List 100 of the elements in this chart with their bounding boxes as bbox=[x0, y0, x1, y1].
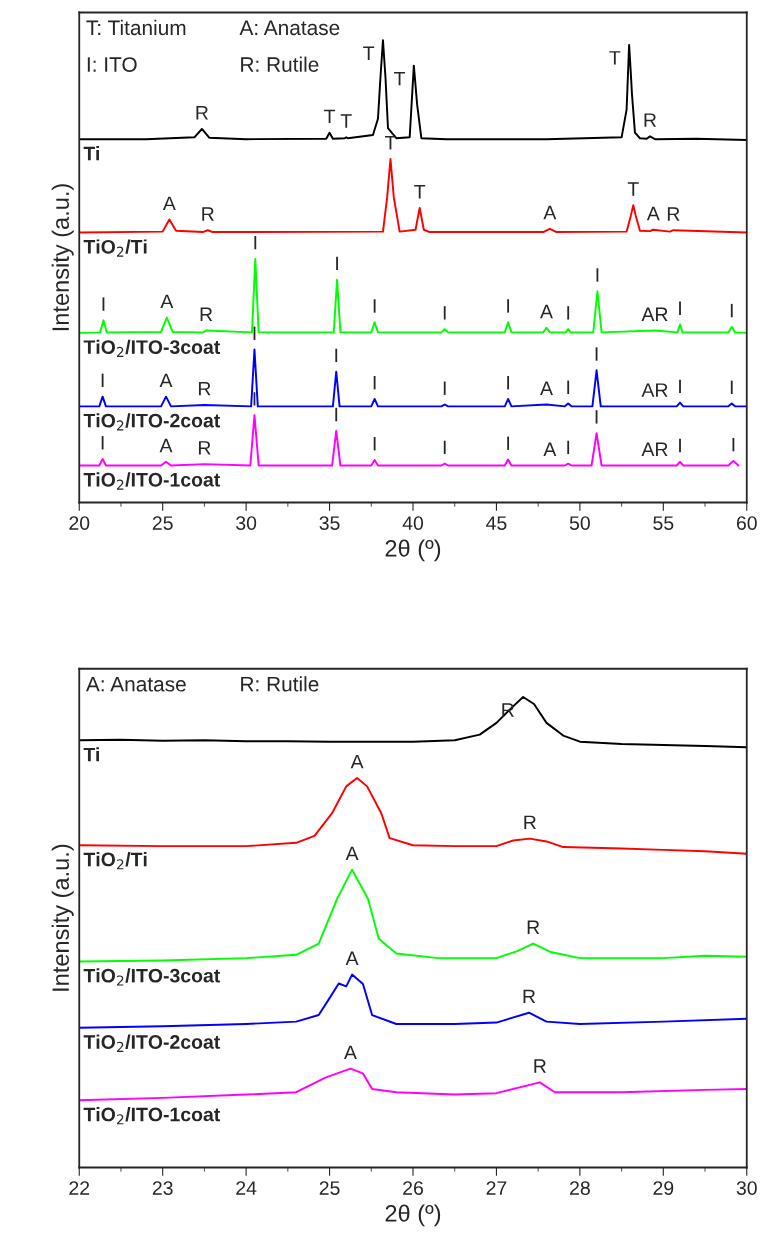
annotation: I bbox=[101, 373, 104, 388]
annotation: A bbox=[540, 381, 553, 395]
annotation: A bbox=[540, 304, 553, 319]
annotation: A bbox=[159, 438, 173, 453]
x-tick-label: 23 bbox=[152, 1181, 173, 1195]
annotation: AR bbox=[641, 307, 668, 321]
annotation: I bbox=[567, 380, 570, 394]
text: T: Titanium bbox=[86, 19, 186, 36]
annotation: I bbox=[567, 440, 570, 455]
x-tick-label: 50 bbox=[569, 516, 590, 530]
annotation: I bbox=[730, 303, 733, 318]
text: A: Anatase bbox=[239, 20, 340, 36]
series-label: TiO$_{2}$/ITO-2coat bbox=[83, 413, 221, 431]
annotation: AR bbox=[641, 442, 668, 456]
x-axis-title: 2θ (º) bbox=[385, 1204, 441, 1227]
annotation: T bbox=[414, 185, 426, 199]
annotation: I bbox=[732, 437, 735, 452]
annotation: I bbox=[679, 438, 681, 453]
annotation: A bbox=[162, 196, 176, 210]
y-axis-title: Intensity (a.u.) bbox=[51, 844, 74, 991]
annotation: T bbox=[324, 109, 336, 124]
annotation: I bbox=[373, 375, 376, 390]
annotation: I bbox=[254, 235, 257, 250]
x-tick-label: 24 bbox=[236, 1181, 257, 1195]
annotation: AR bbox=[641, 383, 668, 397]
text: R: Rutile bbox=[241, 676, 319, 692]
annotation: I bbox=[567, 306, 570, 320]
annotation: R bbox=[667, 207, 680, 221]
annotation: I bbox=[335, 348, 338, 363]
annotation: I bbox=[679, 379, 681, 394]
x-tick-label: 27 bbox=[486, 1181, 507, 1195]
annotation: T bbox=[394, 71, 406, 86]
annotation: R bbox=[644, 113, 657, 127]
annotation: R bbox=[196, 106, 209, 120]
annotation: I bbox=[101, 436, 104, 450]
series-label: TiO$_{2}$/ITO-3coat bbox=[83, 968, 221, 986]
x-tick-label: 20 bbox=[69, 516, 90, 530]
annotation: A bbox=[646, 206, 660, 221]
annotation: I bbox=[443, 440, 446, 455]
annotation: R bbox=[534, 1059, 546, 1073]
x-tick-label: 35 bbox=[319, 516, 340, 530]
series-label: TiO$_{2}$/Ti bbox=[83, 239, 147, 257]
annotation: R bbox=[198, 441, 211, 455]
annotation: I bbox=[507, 375, 510, 390]
series-label: TiO$_{2}$/ITO-2coat bbox=[83, 1034, 221, 1052]
annotation: A bbox=[543, 205, 557, 220]
annotation: I bbox=[253, 326, 256, 340]
annotation: I bbox=[730, 380, 733, 394]
annotation: I bbox=[336, 256, 338, 271]
annotation: R: Rutile bbox=[241, 56, 319, 72]
annotation: A bbox=[350, 754, 364, 769]
series-label: TiO$_{2}$/Ti bbox=[83, 852, 147, 870]
annotation: I bbox=[595, 347, 598, 361]
x-tick-label: 28 bbox=[570, 1181, 590, 1195]
annotation: I bbox=[507, 436, 510, 450]
y-axis-title: Intensity (a.u.) bbox=[51, 184, 74, 331]
x-axis-title: 2θ (º) bbox=[385, 539, 441, 562]
annotation: I bbox=[596, 268, 599, 282]
annotation: I bbox=[443, 306, 446, 320]
annotation: I bbox=[443, 381, 446, 395]
x-tick-label: 40 bbox=[402, 516, 424, 530]
annotation: A bbox=[345, 951, 359, 965]
annotation: I bbox=[679, 301, 681, 315]
annotation: I bbox=[102, 297, 105, 311]
x-tick-label: 26 bbox=[403, 1181, 423, 1195]
annotation: I bbox=[373, 437, 376, 451]
x-tick-label: 29 bbox=[653, 1181, 674, 1195]
annotation: R bbox=[527, 920, 540, 934]
text: A: Anatase bbox=[85, 677, 186, 692]
x-tick-label: 25 bbox=[319, 1181, 340, 1195]
series-label: TiO$_{2}$/ITO-1coat bbox=[83, 472, 221, 490]
annotation: I bbox=[507, 299, 510, 313]
annotation: T bbox=[363, 46, 375, 60]
annotation: R bbox=[524, 815, 536, 830]
series-label: Ti bbox=[83, 747, 99, 762]
x-tick-label: 30 bbox=[736, 1181, 757, 1195]
annotation: A bbox=[343, 1045, 357, 1060]
x-tick-label: 25 bbox=[152, 516, 173, 530]
annotation: R bbox=[202, 207, 214, 221]
series-label: TiO$_{2}$/ITO-1coat bbox=[83, 1107, 221, 1125]
x-tick-label: 60 bbox=[736, 516, 757, 530]
annotation: I bbox=[373, 299, 376, 313]
annotation: A bbox=[543, 442, 557, 456]
annotation: I bbox=[335, 407, 338, 422]
x-tick-label: 30 bbox=[236, 516, 257, 530]
annotation: T bbox=[627, 182, 639, 196]
series-label: Ti bbox=[83, 146, 99, 161]
annotation: R bbox=[198, 381, 211, 396]
x-tick-label: 55 bbox=[653, 516, 674, 530]
annotation: A bbox=[160, 294, 174, 308]
annotation: I bbox=[595, 410, 598, 424]
annotation: I bbox=[253, 392, 256, 406]
x-tick-label: 22 bbox=[69, 1181, 90, 1195]
series-label: TiO$_{2}$/ITO-3coat bbox=[83, 339, 221, 357]
annotation: I: ITO bbox=[87, 57, 137, 72]
annotation: T bbox=[609, 51, 621, 65]
annotation: R bbox=[200, 307, 213, 321]
annotation: A bbox=[345, 846, 359, 861]
annotation: A bbox=[159, 373, 173, 388]
annotation: T bbox=[384, 136, 396, 150]
